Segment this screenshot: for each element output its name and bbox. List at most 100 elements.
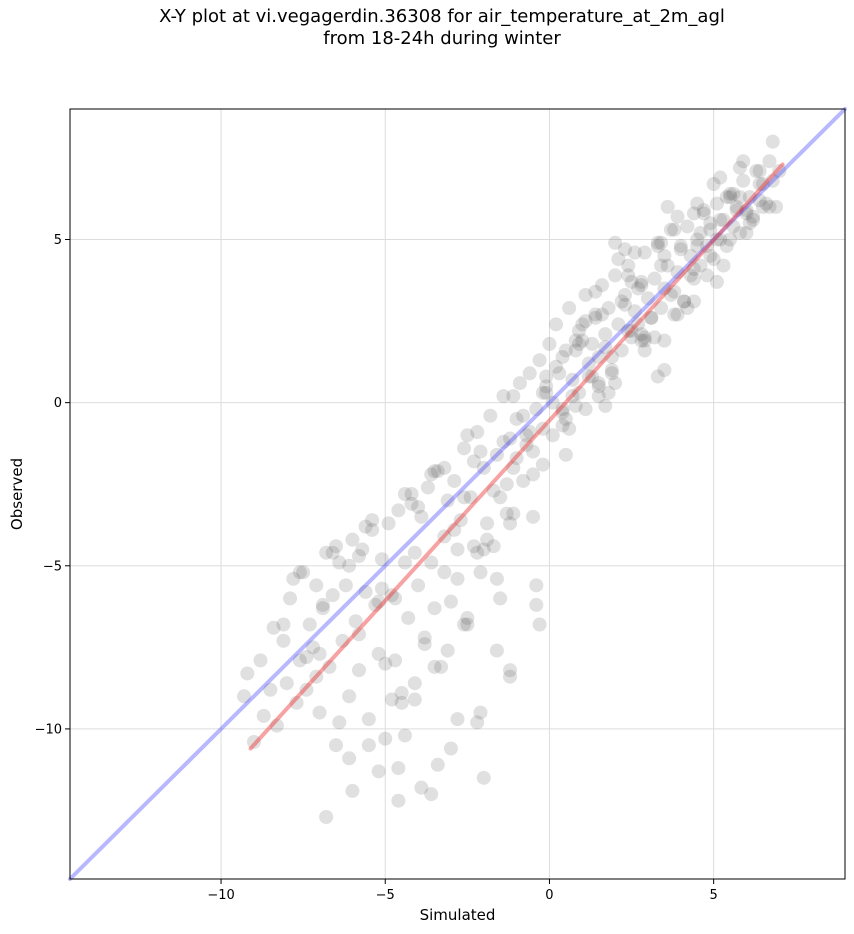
data-point	[503, 516, 518, 531]
data-point	[690, 239, 705, 254]
data-point	[732, 190, 747, 205]
data-point	[680, 301, 695, 316]
grid-lines	[70, 109, 845, 879]
data-point	[604, 366, 619, 381]
data-point	[404, 496, 419, 511]
data-point	[424, 787, 439, 802]
data-point	[736, 173, 751, 188]
data-point	[663, 222, 678, 237]
data-point	[299, 682, 314, 697]
data-point	[621, 268, 636, 283]
data-point	[739, 203, 754, 218]
data-point	[755, 199, 770, 214]
x-axis: −10 −5 0 5	[207, 879, 718, 903]
data-point	[338, 578, 353, 593]
data-point	[457, 617, 472, 632]
data-point	[769, 199, 784, 214]
data-point	[443, 594, 458, 609]
data-point	[558, 447, 573, 462]
y-axis-label: Observed	[8, 458, 26, 530]
data-point	[427, 601, 442, 616]
data-point	[437, 565, 452, 580]
data-point	[667, 307, 682, 322]
data-point	[283, 591, 298, 606]
data-point	[381, 516, 396, 531]
data-point	[493, 591, 508, 606]
data-point	[575, 333, 590, 348]
data-point	[532, 617, 547, 632]
data-point	[440, 493, 455, 508]
data-point	[509, 411, 524, 426]
data-point	[361, 712, 376, 727]
data-point	[476, 542, 491, 557]
chart-title: X-Y plot at vi.vegagerdin.36308 for air_…	[0, 6, 854, 50]
data-point	[700, 268, 715, 283]
data-point	[637, 333, 652, 348]
data-point	[693, 225, 708, 240]
data-point	[414, 780, 429, 795]
data-point	[529, 578, 544, 593]
data-point	[713, 212, 728, 227]
data-point	[535, 457, 550, 472]
data-point	[621, 323, 636, 338]
data-point	[473, 444, 488, 459]
plot-frame	[69, 108, 846, 880]
data-point	[269, 718, 284, 733]
data-point	[568, 343, 583, 358]
data-point	[526, 444, 541, 459]
data-point	[374, 552, 389, 567]
data-point	[332, 715, 347, 730]
data-point	[657, 248, 672, 263]
data-point	[470, 545, 485, 560]
data-point	[240, 666, 255, 681]
data-points	[237, 134, 787, 825]
data-point	[746, 212, 761, 227]
data-point	[457, 490, 472, 505]
data-point	[351, 627, 366, 642]
data-point	[447, 473, 462, 488]
data-point	[742, 216, 757, 231]
data-point	[526, 467, 541, 482]
data-point	[732, 160, 747, 175]
data-point	[670, 307, 685, 322]
reference-line	[68, 107, 847, 881]
data-point	[348, 614, 363, 629]
data-point	[519, 438, 534, 453]
data-point	[709, 274, 724, 289]
data-point	[558, 411, 573, 426]
data-point	[539, 379, 554, 394]
data-point	[552, 366, 567, 381]
data-point	[637, 343, 652, 358]
data-point	[726, 186, 741, 201]
data-point	[397, 728, 412, 743]
data-point	[263, 682, 278, 697]
data-point	[332, 555, 347, 570]
data-point	[746, 209, 761, 224]
data-point	[634, 278, 649, 293]
data-point	[545, 428, 560, 443]
data-point	[555, 405, 570, 420]
data-point	[516, 473, 531, 488]
data-point	[558, 343, 573, 358]
data-point	[391, 503, 406, 518]
data-point	[627, 304, 642, 319]
data-point	[677, 294, 692, 309]
data-point	[555, 418, 570, 433]
data-point	[588, 284, 603, 299]
data-point	[388, 653, 403, 668]
x-tick-label: −10	[207, 888, 234, 903]
data-point	[319, 810, 334, 825]
data-point	[466, 454, 481, 469]
data-point	[453, 513, 468, 528]
data-point	[598, 327, 613, 342]
data-point	[703, 248, 718, 263]
data-point	[624, 323, 639, 338]
data-point	[723, 232, 738, 247]
data-point	[430, 757, 445, 772]
data-point	[512, 376, 527, 391]
data-point	[742, 190, 757, 205]
data-point	[706, 177, 721, 192]
data-point	[654, 258, 669, 273]
data-point	[601, 301, 616, 316]
